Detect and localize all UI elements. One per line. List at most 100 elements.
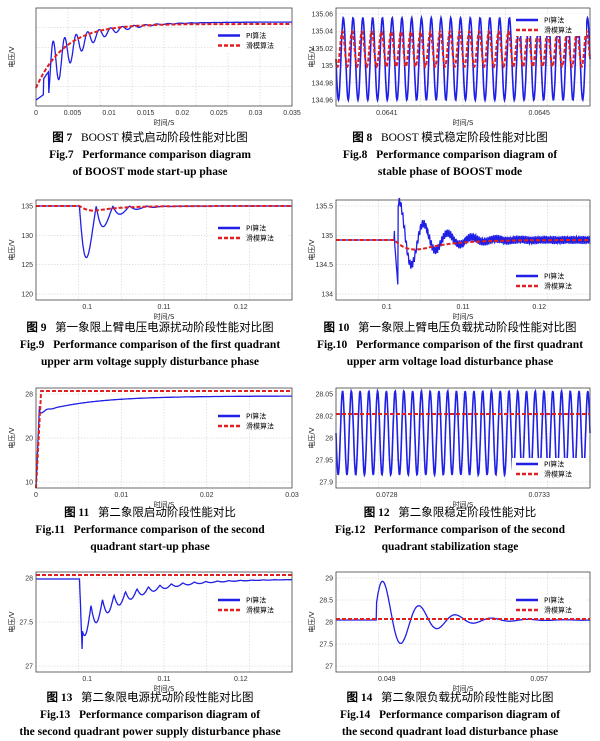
x-tick-label: 0.0728 <box>376 492 398 499</box>
y-tick-label: 28 <box>25 576 33 583</box>
y-tick-label: 134.5 <box>315 262 333 269</box>
x-tick-label: 0.1 <box>382 304 392 311</box>
y-axis-label: 电压/V <box>7 611 16 632</box>
x-tick-label: 0.11 <box>157 676 170 683</box>
caption-zh-title: 第二象限电源扰动阶段性能对比图 <box>81 692 254 704</box>
legend-label-pi: PI算法 <box>544 16 564 25</box>
fig8-chart: 135.06 135.04 135.02 135 134.98 134.96 0.0641 0… <box>307 7 591 128</box>
x-tick-label: 0.02 <box>200 492 214 499</box>
y-axis-label: 电压/V <box>7 427 16 448</box>
x-tick-label: 0.057 <box>530 676 548 683</box>
y-axis-label: 电压/V <box>7 239 16 260</box>
caption-zh-title: 第一象限上臂电压电源扰动阶段性能对比图 <box>55 322 274 334</box>
caption-zh-number: 图 13 <box>46 692 73 704</box>
y-axis-label: 电压/V <box>307 46 316 67</box>
x-tick-label: 0.005 <box>64 110 82 117</box>
y-tick-label: 28 <box>325 436 333 443</box>
y-tick-label: 27.9 <box>319 480 333 487</box>
y-tick-label: 135.04 <box>312 29 334 36</box>
y-tick-label: 135 <box>321 233 333 240</box>
caption-zh-number: 图 7 <box>52 132 73 144</box>
fig8-caption: 图 8 BOOST 模式稳定阶段性能对比图 Fig.8 Performance c… <box>300 130 600 181</box>
x-tick-label: 0.015 <box>137 110 155 117</box>
fig10-caption: 图 10 第一象限上臂电压负载扰动阶段性能对比图 Fig.10 Performan… <box>300 320 600 371</box>
plot-frame <box>35 571 293 673</box>
y-axis-label: 电压/V <box>307 239 316 260</box>
caption-en-line2: of BOOST mode start-up phase <box>72 166 228 178</box>
caption-en-line1: Performance comparison diagram of <box>78 709 261 721</box>
x-tick-label: 0.1 <box>82 304 92 311</box>
x-axis-label: 时间/S <box>154 312 175 321</box>
x-tick-label: 0.12 <box>532 304 546 311</box>
caption-en-line1: Performance comparison of the second <box>373 524 565 536</box>
fig11-chart: 28 20 10 0 0.01 0.02 0.03 时间/S 电压/V PI算法 滑模算法 <box>7 387 299 510</box>
caption-en-line1: Performance comparison diagram of <box>378 709 561 721</box>
y-tick-label: 28.05 <box>315 392 333 399</box>
x-tick-label: 0.01 <box>102 110 116 117</box>
x-tick-label: 0.11 <box>456 304 469 311</box>
caption-en-line2: the second quadrant load disturbance pha… <box>341 726 559 738</box>
legend-label-pi: PI算法 <box>246 412 266 421</box>
caption-en-line2: quadrant stabilization stage <box>381 541 519 553</box>
plot-frame <box>335 387 591 489</box>
x-tick-label: 0.03 <box>249 110 263 117</box>
legend-label-pi: PI算法 <box>544 272 564 281</box>
x-tick-label: 0 <box>34 110 38 117</box>
caption-en-number: Fig.7 <box>49 149 74 161</box>
y-tick-label: 27.5 <box>19 620 33 627</box>
fig9-chart: 135 130 125 120 0.1 0.11 0.12 时间/S 电压/V PI算法 滑模算法 <box>7 199 293 322</box>
caption-en-line1: Performance comparison of the second <box>73 524 265 536</box>
y-tick-label: 29 <box>325 576 333 583</box>
y-tick-label: 28 <box>325 620 333 627</box>
x-tick-label: 0.025 <box>210 110 228 117</box>
y-tick-label: 27 <box>325 664 333 671</box>
y-tick-label: 120 <box>21 292 33 299</box>
plot-frame <box>35 199 293 301</box>
fig14-chart: 29 28.5 28 27.5 27 0.049 0.057 时间/S 电压/V PI算法 滑模算法 <box>307 571 591 694</box>
fig8-svg: 135.06 135.04 135.02 135 134.98 134.96 0.0641 0… <box>307 7 591 127</box>
caption-zh-title: 第二象限稳定阶段性能对比 <box>398 507 537 519</box>
y-tick-label: 28.5 <box>319 598 333 605</box>
plot-frame <box>35 387 293 489</box>
legend-label-pi: PI算法 <box>246 596 266 605</box>
y-tick-label: 134.96 <box>312 98 334 105</box>
x-axis-label: 时间/S <box>154 684 175 693</box>
fig12-svg: 28.05 28.02 28 27.95 27.9 0.0728 0.0733 时间/S 电压/… <box>307 387 591 509</box>
caption-zh-number: 图 8 <box>352 132 373 144</box>
caption-zh-title: BOOST 模式稳定阶段性能对比图 <box>380 132 548 144</box>
y-tick-label: 130 <box>21 233 33 240</box>
caption-zh-number: 图 9 <box>26 322 47 334</box>
x-axis-label: 时间/S <box>453 500 474 509</box>
legend-label-smc: 滑模算法 <box>544 282 572 291</box>
y-tick-label: 135.02 <box>312 46 334 53</box>
x-axis-label: 时间/S <box>154 118 175 127</box>
legend-label-smc: 滑模算法 <box>246 41 274 50</box>
caption-zh-title: 第一象限上臂电压负载扰动阶段性能对比图 <box>358 322 577 334</box>
legend-label-pi: PI算法 <box>544 596 564 605</box>
y-tick-label: 10 <box>25 480 33 487</box>
fig7-svg: 0 0.005 0.01 0.015 0.02 0.025 0.03 0.035 时间/S 电压/… <box>7 7 301 127</box>
y-tick-label: 20 <box>25 436 33 443</box>
legend-label-smc: 滑模算法 <box>544 606 572 615</box>
caption-en-line2: quadrant start-up phase <box>90 541 210 553</box>
caption-zh-title: 第二象限启动阶段性能对比 <box>97 507 236 519</box>
series-line-smc <box>35 23 292 89</box>
x-tick-label: 0.11 <box>157 304 170 311</box>
legend-label-pi: PI算法 <box>246 224 266 233</box>
y-axis-label: 电压/V <box>7 46 16 67</box>
series-line-pi <box>35 395 292 489</box>
x-tick-label: 0.1 <box>82 676 92 683</box>
caption-en-line1: Performance comparison diagram of <box>376 149 558 161</box>
caption-en-number: Fig.14 <box>339 709 371 721</box>
fig14-caption: 图 14 第二象限负载扰动阶段性能对比图 Fig.14 Performance c… <box>300 690 600 741</box>
series-line-smc <box>35 390 292 489</box>
